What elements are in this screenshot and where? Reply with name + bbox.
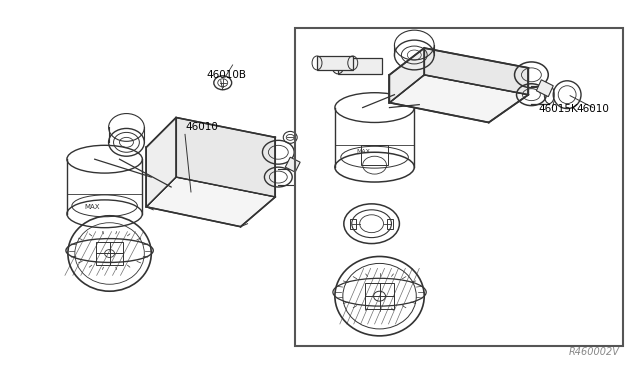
Text: MAX: MAX	[84, 204, 100, 210]
Polygon shape	[390, 48, 424, 103]
Text: 46010: 46010	[185, 122, 218, 132]
Bar	[365, 283, 394, 309]
Polygon shape	[390, 75, 529, 122]
Bar	[295, 28, 623, 346]
Polygon shape	[147, 177, 275, 227]
Polygon shape	[536, 80, 553, 97]
Bar	[350, 219, 356, 229]
Bar	[96, 241, 124, 265]
Polygon shape	[176, 118, 275, 197]
Text: 46015K: 46015K	[538, 103, 578, 113]
Text: R460002V: R460002V	[569, 347, 620, 357]
Bar	[317, 56, 353, 70]
Bar	[387, 219, 394, 229]
Bar	[338, 58, 381, 74]
Polygon shape	[285, 157, 300, 172]
Text: 46010: 46010	[576, 103, 609, 113]
Polygon shape	[147, 118, 176, 207]
Bar	[361, 145, 388, 165]
Text: 46010B: 46010B	[207, 70, 247, 80]
Text: MAX: MAX	[356, 149, 371, 154]
Polygon shape	[424, 48, 529, 95]
